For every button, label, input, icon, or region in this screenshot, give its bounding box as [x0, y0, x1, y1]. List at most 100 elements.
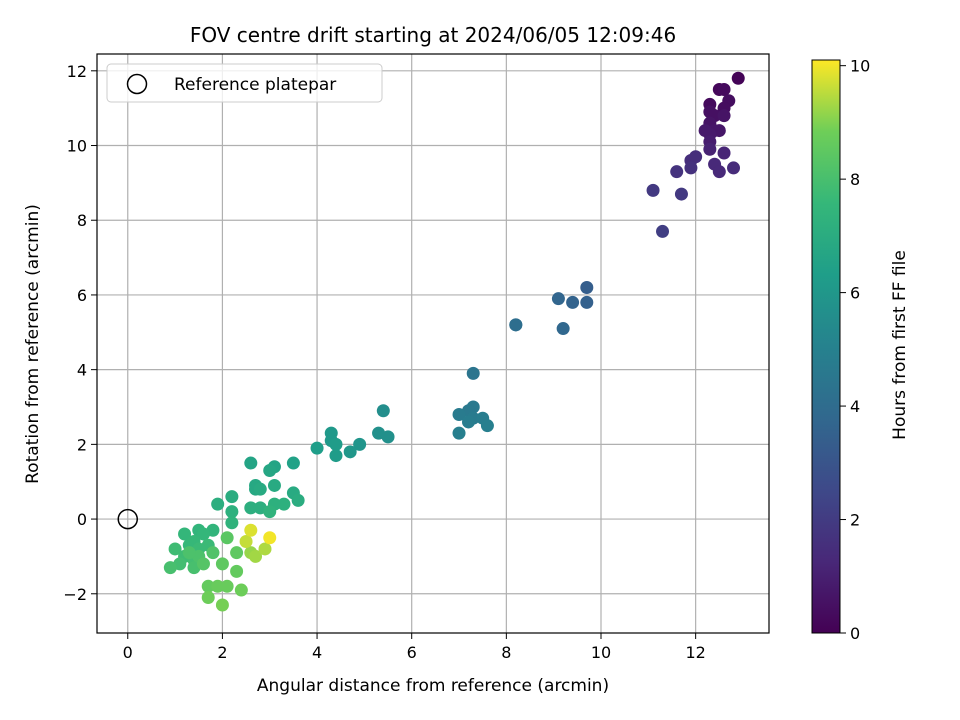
data-point [509, 318, 523, 332]
y-tick-label: 2 [77, 435, 87, 454]
x-tick-label: 8 [501, 643, 511, 662]
y-axis-ticks: −2 0 2 4 6 8 10 12 [63, 62, 97, 604]
data-point [230, 546, 244, 560]
data-point [182, 546, 196, 560]
x-tick-label: 0 [123, 643, 133, 662]
legend-box [106, 63, 383, 103]
y-axis-label: Rotation from reference (arcmin) [23, 204, 43, 484]
data-point [376, 404, 390, 418]
data-point [211, 497, 225, 511]
data-point [731, 71, 745, 85]
data-point [698, 124, 712, 138]
data-point [220, 579, 234, 593]
legend-entry-label: Reference platepar [174, 75, 336, 95]
data-point [230, 564, 244, 578]
x-tick-label: 4 [312, 643, 322, 662]
data-point [674, 187, 688, 201]
data-point [703, 142, 717, 156]
data-point [163, 561, 177, 575]
colorbar-tick-label: 2 [850, 511, 860, 530]
data-point [244, 523, 258, 537]
data-point [201, 591, 215, 605]
x-tick-label: 6 [407, 643, 417, 662]
x-axis-label: Angular distance from reference (arcmin) [257, 676, 609, 696]
data-point [717, 146, 731, 160]
data-point [263, 464, 277, 478]
data-point [168, 542, 182, 556]
data-point [286, 456, 300, 470]
data-point [206, 546, 220, 560]
legend-marker-icon [126, 73, 148, 95]
data-point [684, 161, 698, 175]
data-point [239, 534, 253, 548]
data-point [277, 497, 291, 511]
data-point [329, 449, 343, 463]
data-point [712, 165, 726, 179]
y-tick-label: 8 [77, 211, 87, 230]
data-points [117, 71, 745, 612]
x-tick-label: 12 [685, 643, 705, 662]
data-point [343, 445, 357, 459]
data-point [353, 437, 367, 451]
data-point [220, 531, 234, 545]
colorbar-tick-label: 8 [850, 170, 860, 189]
data-point [689, 150, 703, 164]
colorbar-gradient [811, 59, 841, 634]
data-point [452, 407, 466, 421]
legend: Reference platepar [106, 63, 383, 103]
data-point [480, 419, 494, 433]
data-point [201, 579, 215, 593]
data-point [258, 542, 272, 556]
data-point [381, 430, 395, 444]
data-point [556, 322, 570, 336]
y-tick-label: 6 [77, 286, 87, 305]
data-point [249, 549, 263, 563]
data-point [263, 531, 277, 545]
colorbar-tick-label: 6 [850, 284, 860, 303]
colorbar-tick-label: 10 [850, 57, 870, 76]
data-point [196, 557, 210, 571]
data-point [196, 527, 210, 541]
data-point [225, 490, 239, 504]
data-point [717, 82, 731, 96]
colorbar-label: Hours from first FF file [890, 250, 910, 440]
data-point [225, 516, 239, 530]
data-point [566, 295, 580, 309]
x-axis-ticks: 0 2 4 6 8 10 12 [123, 633, 706, 662]
data-point [225, 505, 239, 519]
colorbar-tick-label: 0 [850, 624, 860, 643]
y-tick-label: 12 [67, 62, 87, 81]
data-point [670, 165, 684, 179]
data-point [211, 579, 225, 593]
y-tick-label: 10 [67, 137, 87, 156]
x-tick-label: 2 [217, 643, 227, 662]
chart-title: FOV centre drift starting at 2024/06/05 … [190, 23, 676, 47]
colorbar-tick-label: 4 [850, 397, 860, 416]
data-point [215, 557, 229, 571]
data-point [452, 426, 466, 440]
data-point [656, 224, 670, 238]
data-point [215, 598, 229, 612]
data-point [580, 295, 594, 309]
data-point [461, 415, 475, 429]
colorbar: 0 2 4 6 8 10 Hours from first FF file [811, 57, 910, 643]
plot-frame [96, 53, 770, 634]
data-point [234, 583, 248, 597]
grid [97, 54, 769, 633]
data-point [466, 366, 480, 380]
data-point [267, 478, 281, 492]
data-point [244, 456, 258, 470]
data-point [727, 161, 741, 175]
colorbar-ticks: 0 2 4 6 8 10 [840, 57, 870, 643]
data-point [646, 183, 660, 197]
data-point [178, 527, 192, 541]
data-point [551, 292, 565, 306]
data-point [263, 505, 277, 519]
y-tick-label: −2 [63, 585, 87, 604]
x-tick-label: 10 [591, 643, 611, 662]
data-point [310, 441, 324, 455]
y-tick-label: 0 [77, 510, 87, 529]
data-point [580, 280, 594, 294]
data-point [291, 493, 305, 507]
